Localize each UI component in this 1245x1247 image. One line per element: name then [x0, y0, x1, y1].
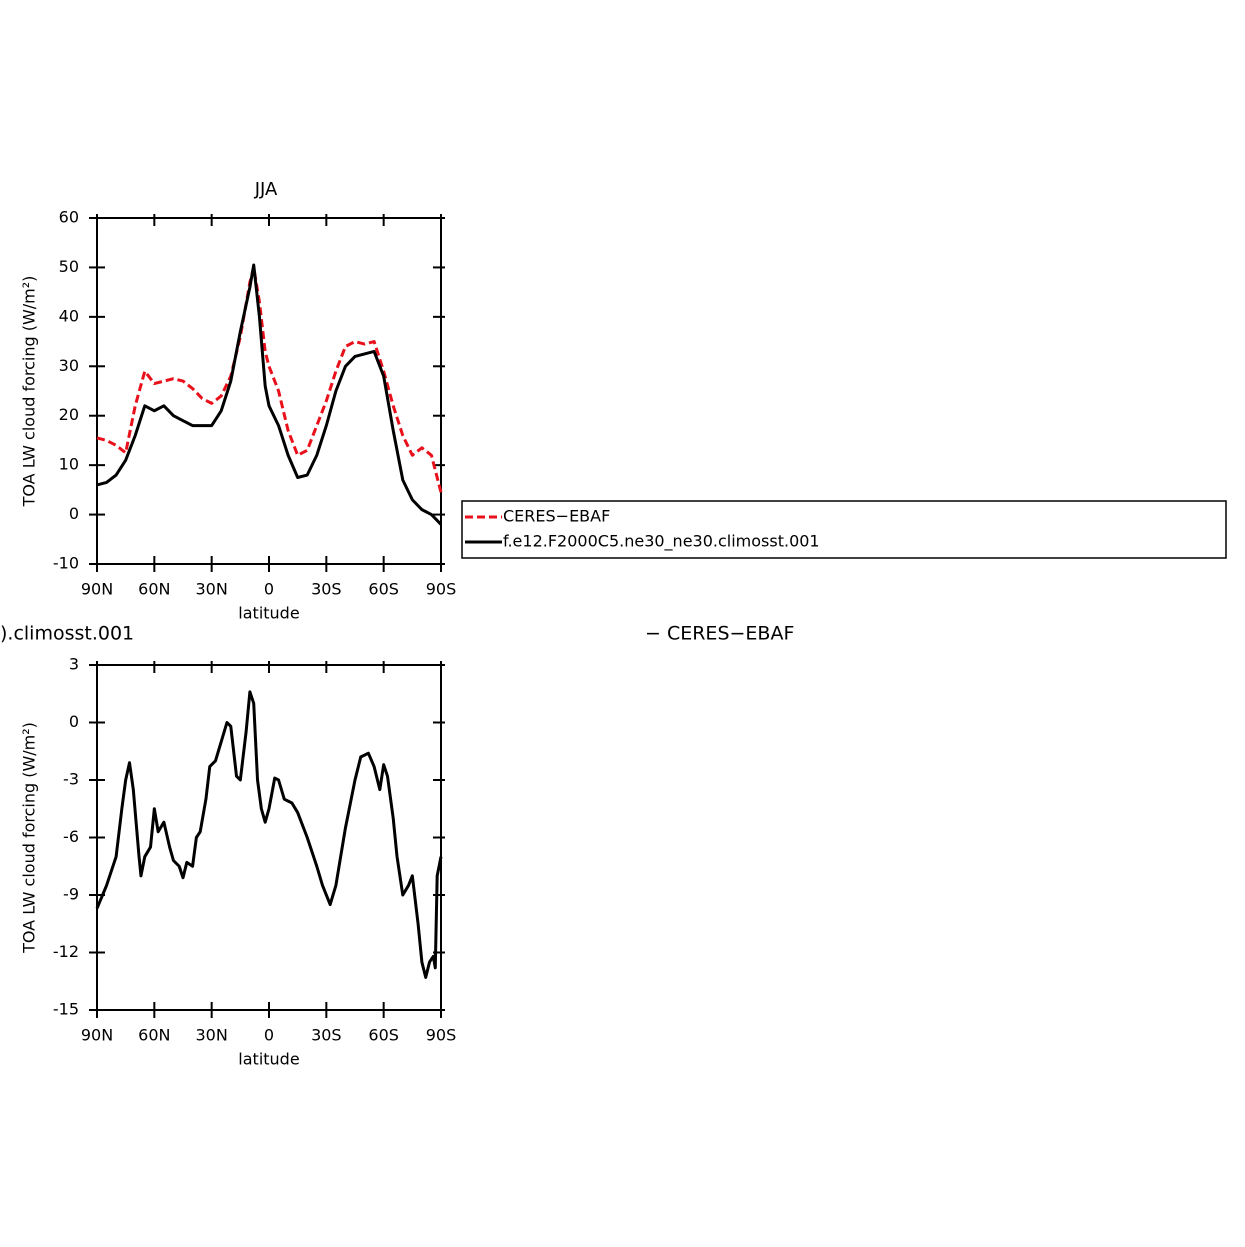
- y-tick-label: -6: [63, 827, 79, 846]
- y-tick-label: 40: [59, 306, 79, 325]
- annotation: ).climosst.001: [0, 623, 134, 645]
- x-tick-label: 60S: [368, 1026, 399, 1045]
- x-axis-label: latitude: [238, 604, 299, 623]
- x-tick-label: 90N: [81, 580, 113, 599]
- x-axis-label: latitude: [238, 1050, 299, 1069]
- x-tick-label: 0: [264, 580, 274, 599]
- data-line: [96, 265, 443, 493]
- legend-label: CERES−EBAF: [503, 507, 610, 526]
- x-tick-label: 30N: [196, 580, 228, 599]
- data-line: [95, 690, 443, 979]
- x-tick-label: 90N: [81, 1026, 113, 1045]
- x-tick-label: 90S: [426, 580, 457, 599]
- y-tick-label: 60: [59, 208, 79, 227]
- x-tick-label: 30S: [311, 1026, 342, 1045]
- legend-label: f.e12.F2000C5.ne30_ne30.climosst.001: [503, 532, 820, 552]
- x-tick-label: 90S: [426, 1026, 457, 1045]
- x-tick-label: 60N: [138, 580, 170, 599]
- legend-box: [461, 500, 1227, 559]
- chart-title: JJA: [254, 179, 278, 200]
- annotation: − CERES−EBAF: [645, 623, 794, 645]
- y-tick-label: -9: [63, 885, 79, 904]
- y-tick-label: 10: [59, 455, 79, 474]
- y-axis-label: TOA LW cloud forcing (W/m²): [20, 276, 39, 508]
- y-tick-label: -3: [63, 770, 79, 789]
- x-tick-label: 60S: [368, 580, 399, 599]
- y-tick-label: 0: [69, 712, 79, 731]
- x-tick-label: 30N: [196, 1026, 228, 1045]
- x-tick-label: 0: [264, 1026, 274, 1045]
- y-tick-label: 50: [59, 257, 79, 276]
- y-tick-label: 30: [59, 356, 79, 375]
- y-tick-label: -10: [53, 554, 79, 573]
- y-tick-label: 20: [59, 405, 79, 424]
- y-axis-label: TOA LW cloud forcing (W/m²): [20, 722, 39, 954]
- x-tick-label: 30S: [311, 580, 342, 599]
- y-tick-label: 3: [69, 655, 79, 674]
- y-tick-label: -12: [53, 942, 79, 961]
- data-line: [96, 263, 443, 526]
- x-tick-label: 60N: [138, 1026, 170, 1045]
- y-tick-label: 0: [69, 504, 79, 523]
- y-tick-label: -15: [53, 1000, 79, 1019]
